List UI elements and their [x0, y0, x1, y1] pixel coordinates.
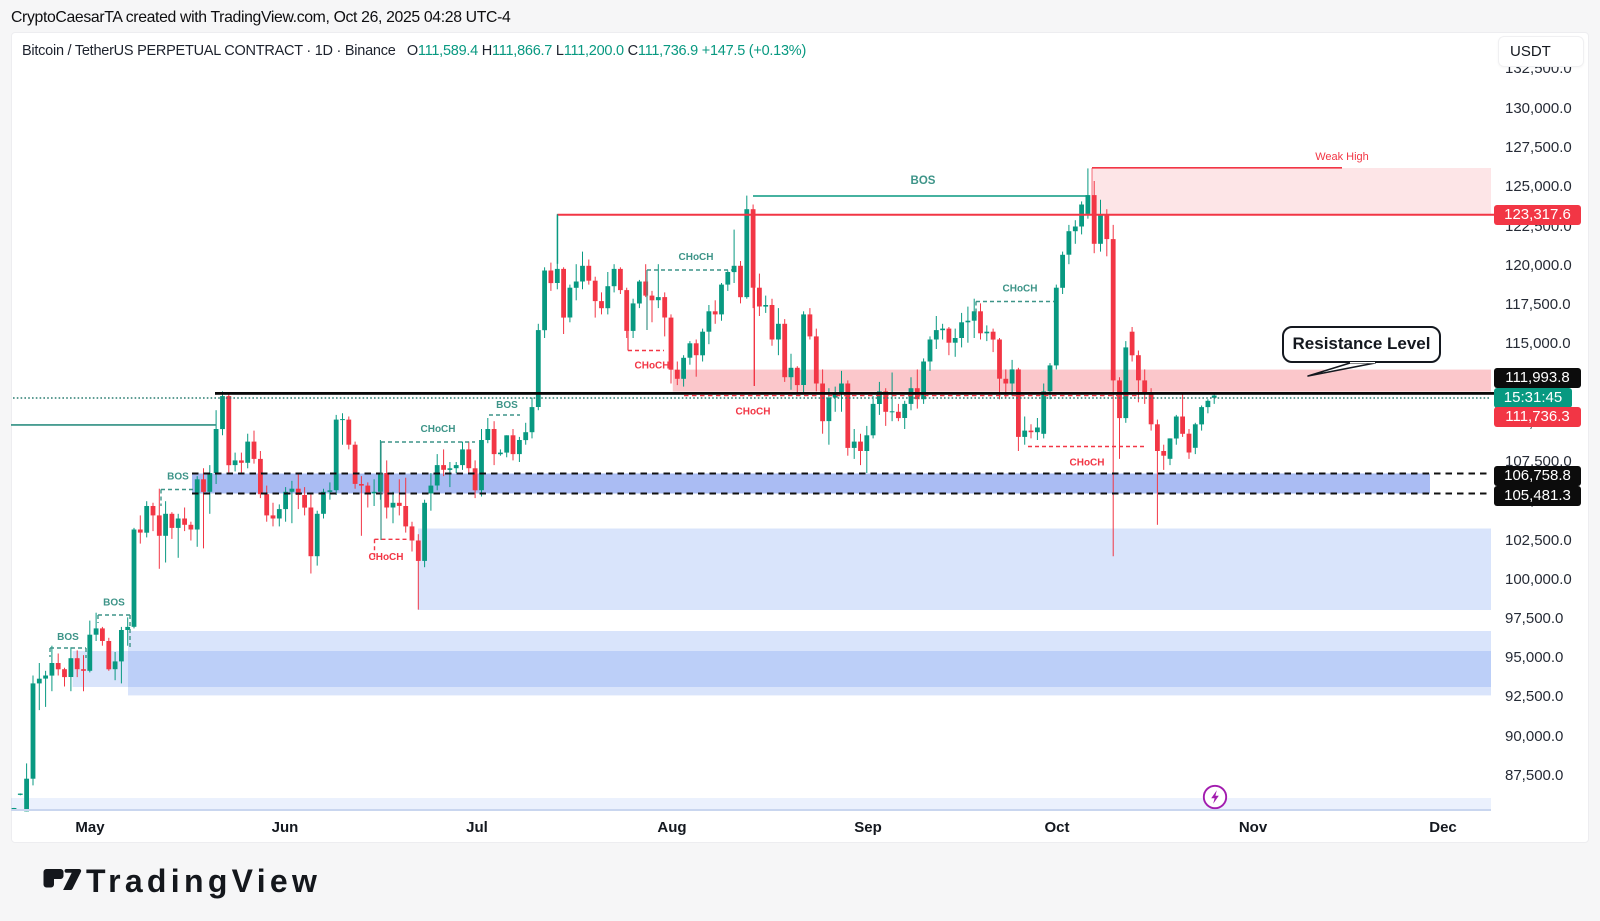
svg-text:CHoCH: CHoCH [1070, 458, 1105, 469]
svg-text:BOS: BOS [911, 175, 936, 187]
svg-text:BOS: BOS [103, 598, 125, 609]
svg-text:BOS: BOS [167, 472, 189, 483]
svg-text:CHoCH: CHoCH [369, 552, 404, 563]
svg-text:CHoCH: CHoCH [635, 361, 670, 372]
svg-text:TradingView: TradingView [86, 866, 321, 899]
svg-text:CHoCH: CHoCH [421, 424, 456, 435]
svg-text:BOS: BOS [57, 632, 79, 643]
svg-text:CHoCH: CHoCH [679, 252, 714, 263]
svg-text:BOS: BOS [496, 400, 518, 411]
svg-text:CHoCH: CHoCH [736, 407, 771, 418]
svg-text:CHoCH: CHoCH [1003, 284, 1038, 295]
svg-text:Weak High: Weak High [1315, 151, 1369, 163]
